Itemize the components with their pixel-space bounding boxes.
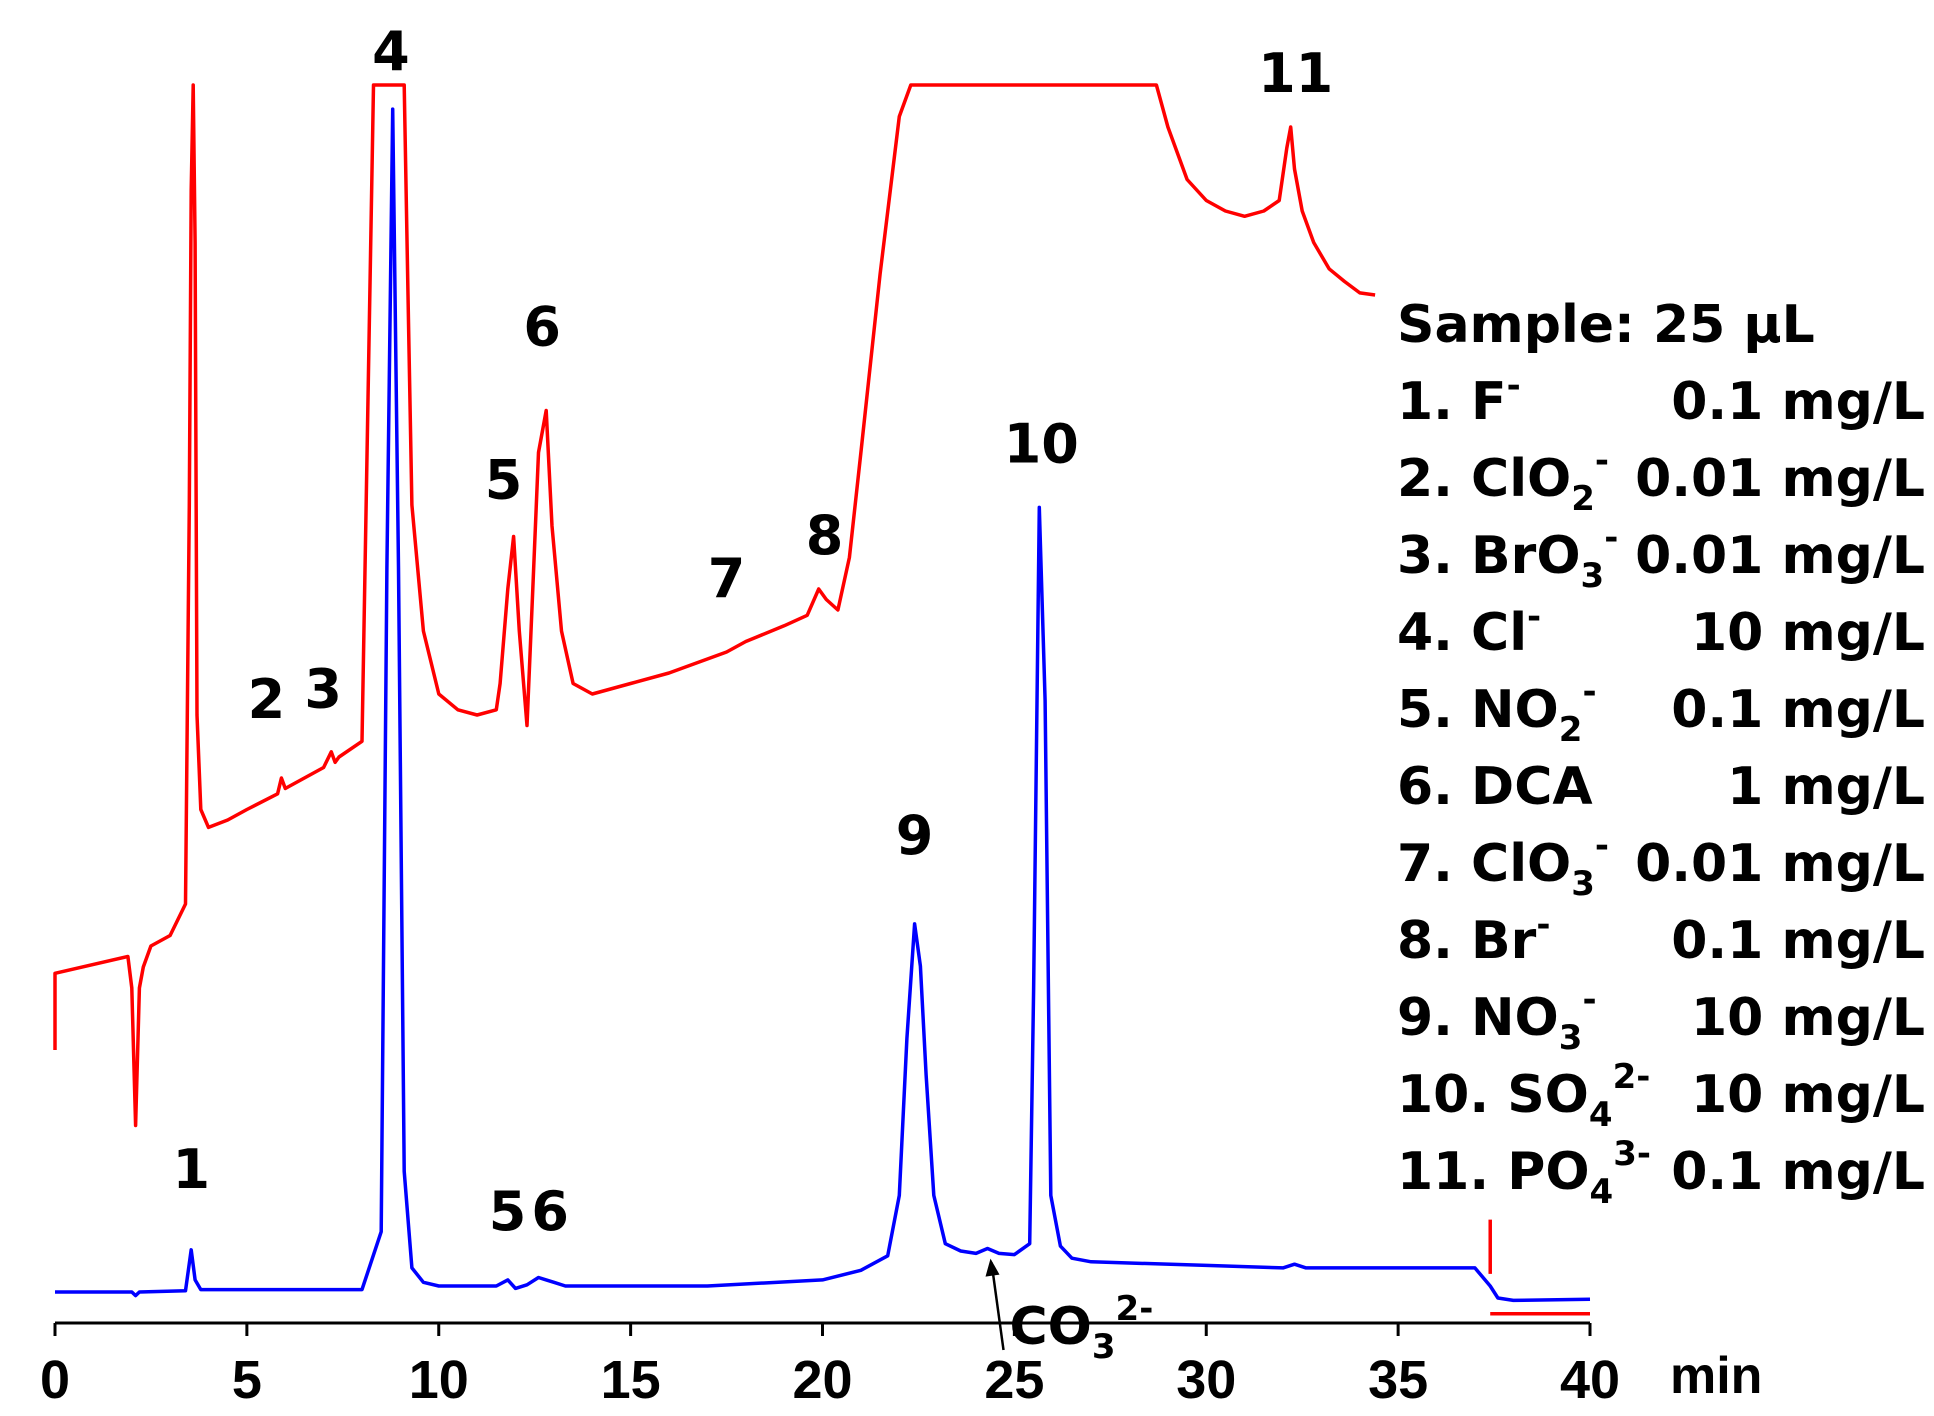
traces — [53, 83, 1591, 1316]
x-tick-label: 15 — [601, 1350, 661, 1410]
legend-item-name: 6. DCA — [1397, 757, 1593, 817]
peak-label: 11 — [1258, 42, 1333, 105]
trace-line — [53, 83, 1376, 1128]
legend-item-conc: 10 mg/L — [1691, 988, 1925, 1048]
peak-label: 5 — [485, 449, 523, 512]
x-tick-label: 0 — [40, 1350, 70, 1410]
co3-annotation: CO32- — [985, 1258, 1154, 1367]
legend-item-conc: 0.01 mg/L — [1635, 449, 1925, 509]
legend: Sample: 25 µL 1. F- 0.1 mg/L 2. ClO2- 0.01 … — [1397, 295, 1925, 1212]
legend-sample: Sample: 25 µL — [1397, 295, 1815, 355]
legend-item-name: 5. NO2- — [1397, 672, 1597, 750]
legend-item-name: 9. NO3- — [1397, 980, 1597, 1058]
peak-label: 3 — [304, 657, 342, 720]
legend-item-conc: 0.01 mg/L — [1635, 834, 1925, 894]
peak-label: 6 — [531, 1180, 569, 1243]
co3-arrow-line — [990, 1262, 1005, 1351]
peak-label: 4 — [372, 20, 410, 83]
peak-label: 9 — [896, 804, 934, 867]
co3-label: CO32- — [1010, 1289, 1154, 1367]
legend-item-conc: 0.1 mg/L — [1671, 680, 1925, 740]
x-tick-label: 30 — [1176, 1350, 1236, 1410]
x-tick-label: 25 — [984, 1350, 1044, 1410]
peak-label: 2 — [248, 668, 286, 731]
legend-item-name: 3. BrO3- — [1397, 518, 1618, 596]
legend-item-name: 4. Cl- — [1397, 597, 1541, 663]
legend-item-conc: 0.1 mg/L — [1671, 911, 1925, 971]
co3-arrow-head — [985, 1258, 1000, 1277]
peak-label: 10 — [1004, 412, 1079, 475]
peak-label: 8 — [806, 504, 844, 567]
peak-label: 5 — [489, 1180, 527, 1243]
legend-item-name: 7. ClO3- — [1397, 826, 1609, 904]
legend-item-conc: 10 mg/L — [1691, 603, 1925, 663]
x-axis: 0 5 10 15 20 25 30 35 40 min — [40, 1321, 1762, 1410]
legend-item-conc: 0.01 mg/L — [1635, 526, 1925, 586]
legend-item-name: 10. SO42- — [1397, 1057, 1650, 1135]
legend-item-name: 11. PO43- — [1397, 1134, 1651, 1212]
x-tick-label: 5 — [232, 1350, 262, 1410]
trace-line — [55, 107, 1591, 1303]
x-tick-label: 10 — [409, 1350, 469, 1410]
trace-line — [1488, 1219, 1590, 1316]
peak-label: 7 — [708, 547, 746, 610]
legend-item-conc: 0.1 mg/L — [1671, 1142, 1925, 1202]
legend-item-conc: 1 mg/L — [1727, 757, 1925, 817]
legend-item-name: 2. ClO2- — [1397, 441, 1609, 519]
legend-item-name: 1. F- — [1397, 366, 1521, 432]
x-tick-label: 40 — [1560, 1350, 1620, 1410]
x-axis-unit: min — [1670, 1347, 1762, 1405]
x-tick-label: 20 — [792, 1350, 852, 1410]
legend-item-name: 8. Br- — [1397, 905, 1550, 971]
peak-label: 6 — [523, 296, 561, 359]
legend-item-conc: 0.1 mg/L — [1671, 372, 1925, 432]
peak-label: 1 — [172, 1138, 210, 1201]
legend-item-conc: 10 mg/L — [1691, 1065, 1925, 1125]
x-tick-label: 35 — [1368, 1350, 1428, 1410]
